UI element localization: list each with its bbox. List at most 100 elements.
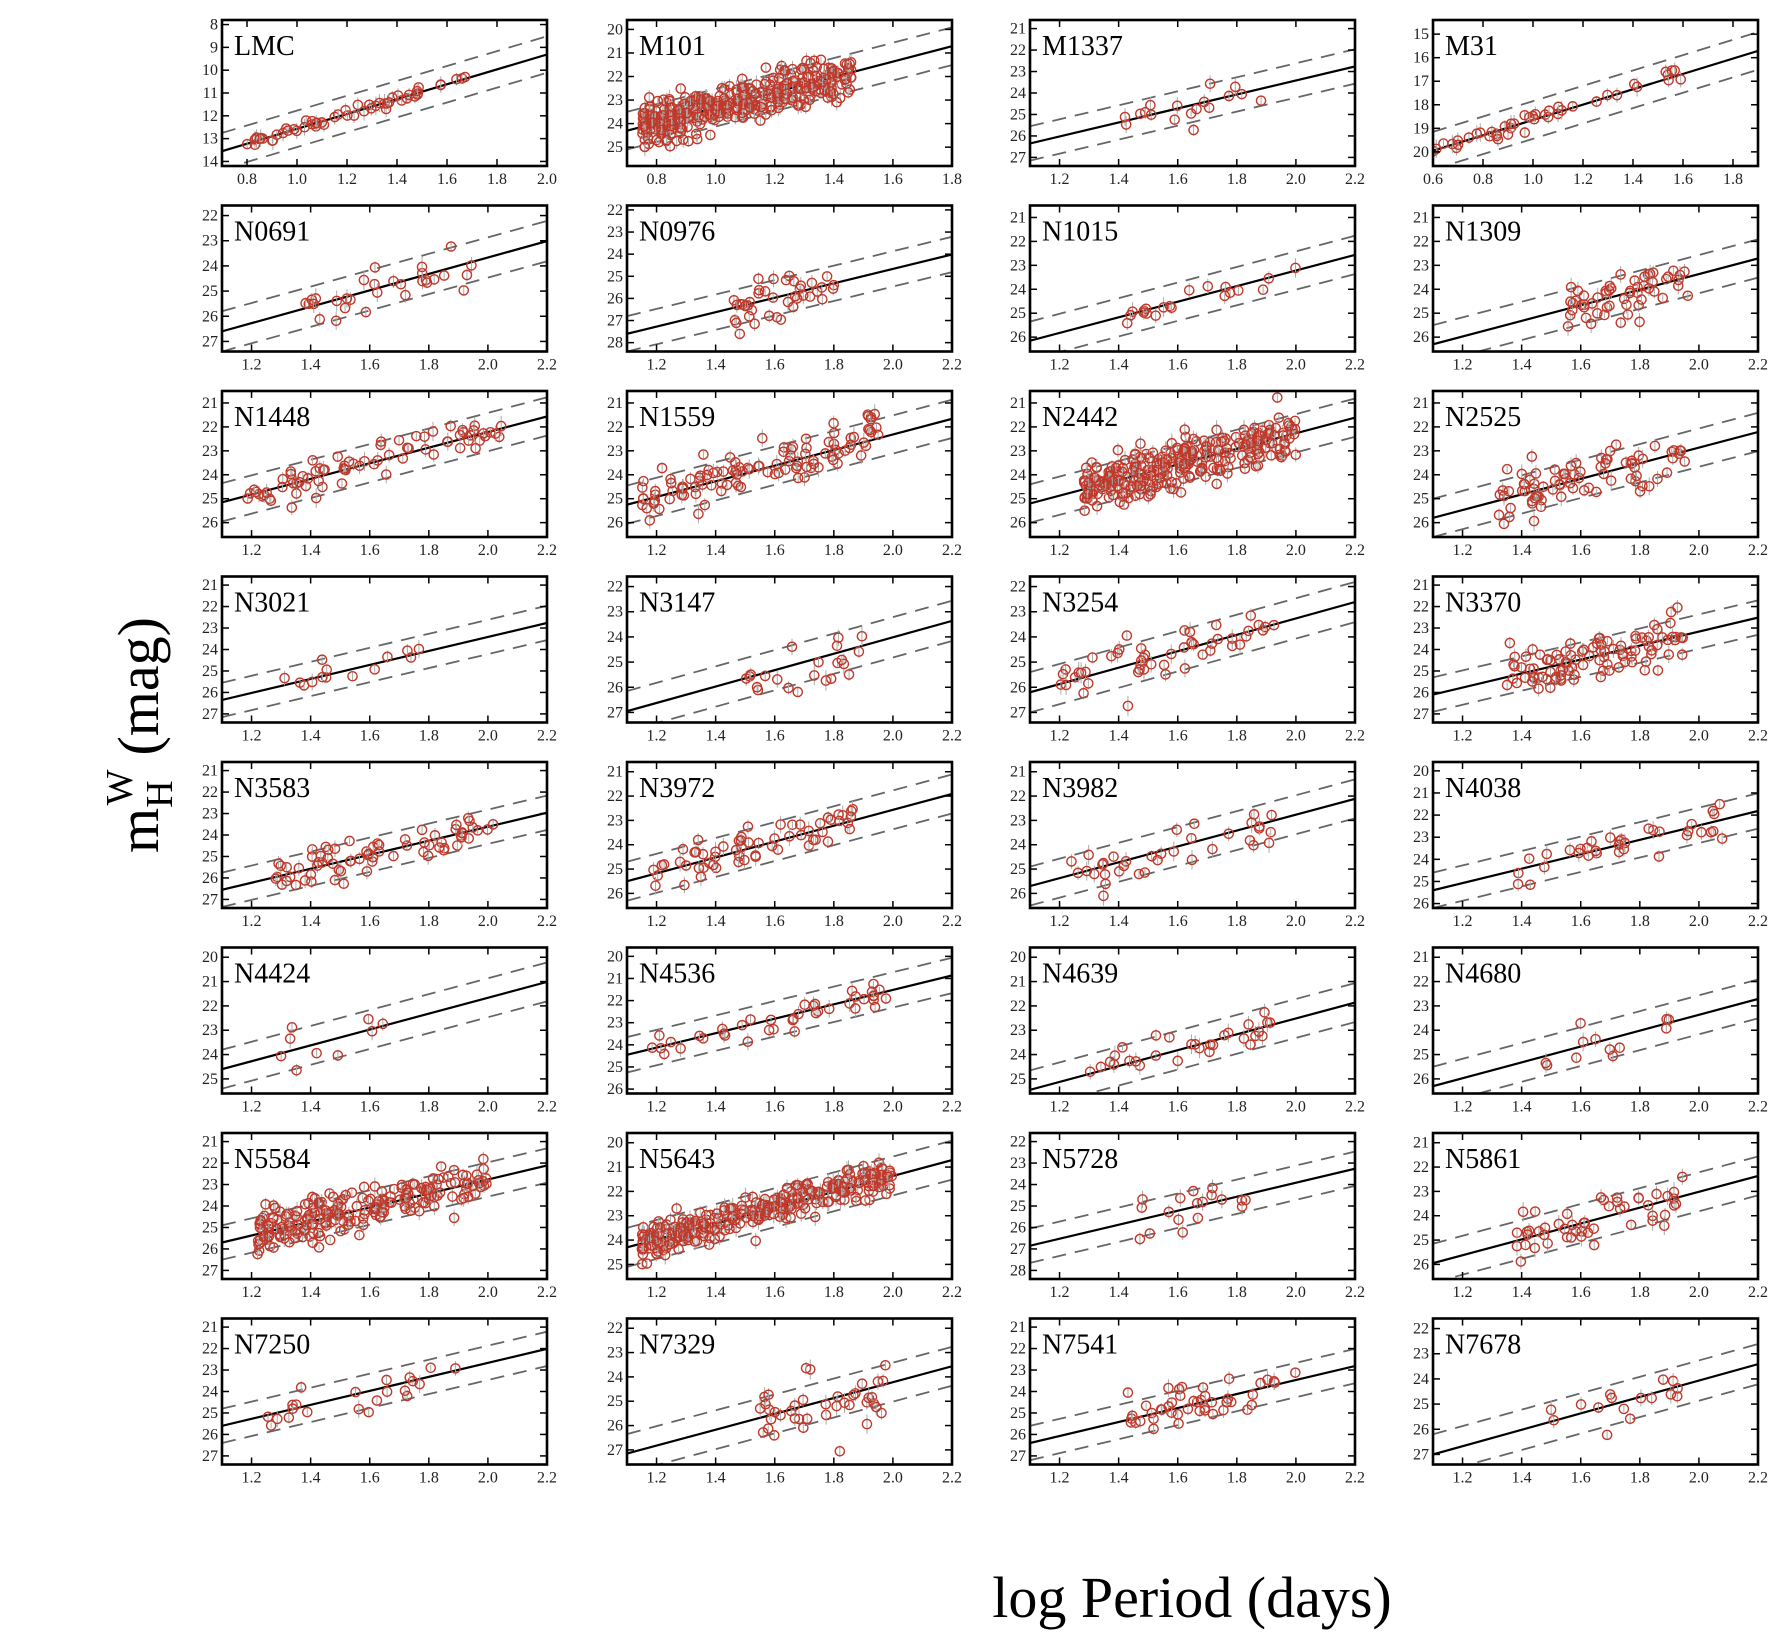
data-point [1604,280,1616,292]
x-tick-label: 2.0 [883,728,903,745]
data-point [868,990,879,1002]
lower-dashed-line [627,992,952,1074]
y-tick-label: 17 [1413,73,1429,90]
x-tick-label: 1.8 [419,1099,439,1116]
data-point [722,108,734,119]
x-tick-label: 2.2 [537,913,557,930]
panel-n3972: 21 22 23 24 25 26 1.2 1.4 1.6 1.8 2.0 2.2 N3972 [607,760,962,930]
data-point [403,442,414,454]
x-tick-label: 1.6 [765,1099,785,1116]
data-point [739,854,750,866]
panel-title: N0976 [639,217,715,248]
data-point [1524,663,1536,675]
data-points [1433,62,1687,161]
data-point [1516,468,1528,480]
data-point [1625,473,1637,484]
panel-plot-area [1433,238,1758,352]
data-point [1124,1055,1135,1067]
data-point [1668,445,1680,456]
data-point [658,104,670,116]
data-point [695,94,707,105]
data-point [657,109,669,121]
data-point [487,819,499,830]
data-point [1155,848,1167,860]
data-point [352,99,364,111]
x-tick-label: 1.6 [883,171,903,188]
data-point [1139,867,1151,878]
x-tick-label: 1.8 [824,728,844,745]
data-point [1118,478,1130,489]
upper-dashed-line [1030,48,1355,128]
data-point [1634,316,1645,328]
lower-dashed-line [1441,68,1758,166]
data-point [806,277,818,289]
panel-n3982: 21 22 23 24 25 26 1.2 1.4 1.6 1.8 2.0 2.2 N3982 [1010,760,1365,930]
panel-title: N3972 [639,773,715,804]
x-tick-label: 0.8 [237,171,257,188]
data-point [1145,489,1156,500]
data-point [1511,677,1523,689]
data-point [298,680,310,691]
data-point [695,470,706,481]
y-tick-label: 25 [1010,654,1026,671]
data-point [318,119,330,130]
data-point [771,312,783,323]
data-point [1590,486,1602,498]
y-tick-label: 21 [1413,395,1429,412]
data-point [1150,1050,1162,1061]
panel-frame [1431,18,1760,168]
data-point [271,129,283,140]
panel-title: N1559 [639,402,715,433]
data-point [1657,292,1669,304]
data-point [445,241,457,252]
data-point [768,273,779,285]
data-point [1066,856,1077,867]
data-point [1113,475,1124,487]
y-tick-label: 22 [1010,998,1026,1015]
data-point [1219,1029,1230,1041]
y-tick-label: 24 [1010,837,1026,854]
data-point [665,477,677,489]
y-tick-label: 20 [607,948,623,965]
lower-dashed-line [627,271,952,352]
data-point [831,640,843,652]
x-tick-label: 2.0 [1689,542,1709,559]
y-tick-label: 9 [210,39,218,56]
data-point [782,296,794,308]
x-tick-label: 1.6 [1571,357,1591,374]
panel-plot-area [627,773,952,902]
data-point [1504,637,1516,649]
data-point [435,79,446,91]
data-point [737,82,749,94]
data-point [273,858,284,869]
y-tick-label: 26 [1413,329,1429,346]
data-point [1284,433,1295,444]
panel-m31: 15 16 17 18 19 20 0.6 0.8 1.0 1.2 1.4 1.6 1.8 M31 [1413,18,1760,188]
data-point [644,515,656,526]
data-point [1210,619,1222,631]
data-point [312,860,323,871]
data-point [827,454,839,466]
data-point [384,1197,395,1208]
data-points [1084,1003,1276,1080]
data-point [1527,644,1538,655]
data-point [699,499,711,511]
y-tick-label: 25 [202,1071,218,1088]
data-point [1259,1007,1270,1018]
data-points [270,811,499,891]
y-tick-label: 21 [607,45,623,62]
data-point [372,838,383,849]
data-point [495,420,507,432]
data-point [719,1030,731,1041]
panel-plot-area [222,604,547,719]
data-point [1564,309,1576,321]
x-tick-label: 1.0 [287,171,307,188]
data-point [1530,468,1542,479]
data-point [833,448,844,459]
data-point [1567,304,1578,316]
data-point [1060,679,1072,691]
data-point [1604,1044,1616,1055]
data-point [288,123,300,135]
data-point [801,461,812,473]
upper-dashed-line [222,794,547,874]
